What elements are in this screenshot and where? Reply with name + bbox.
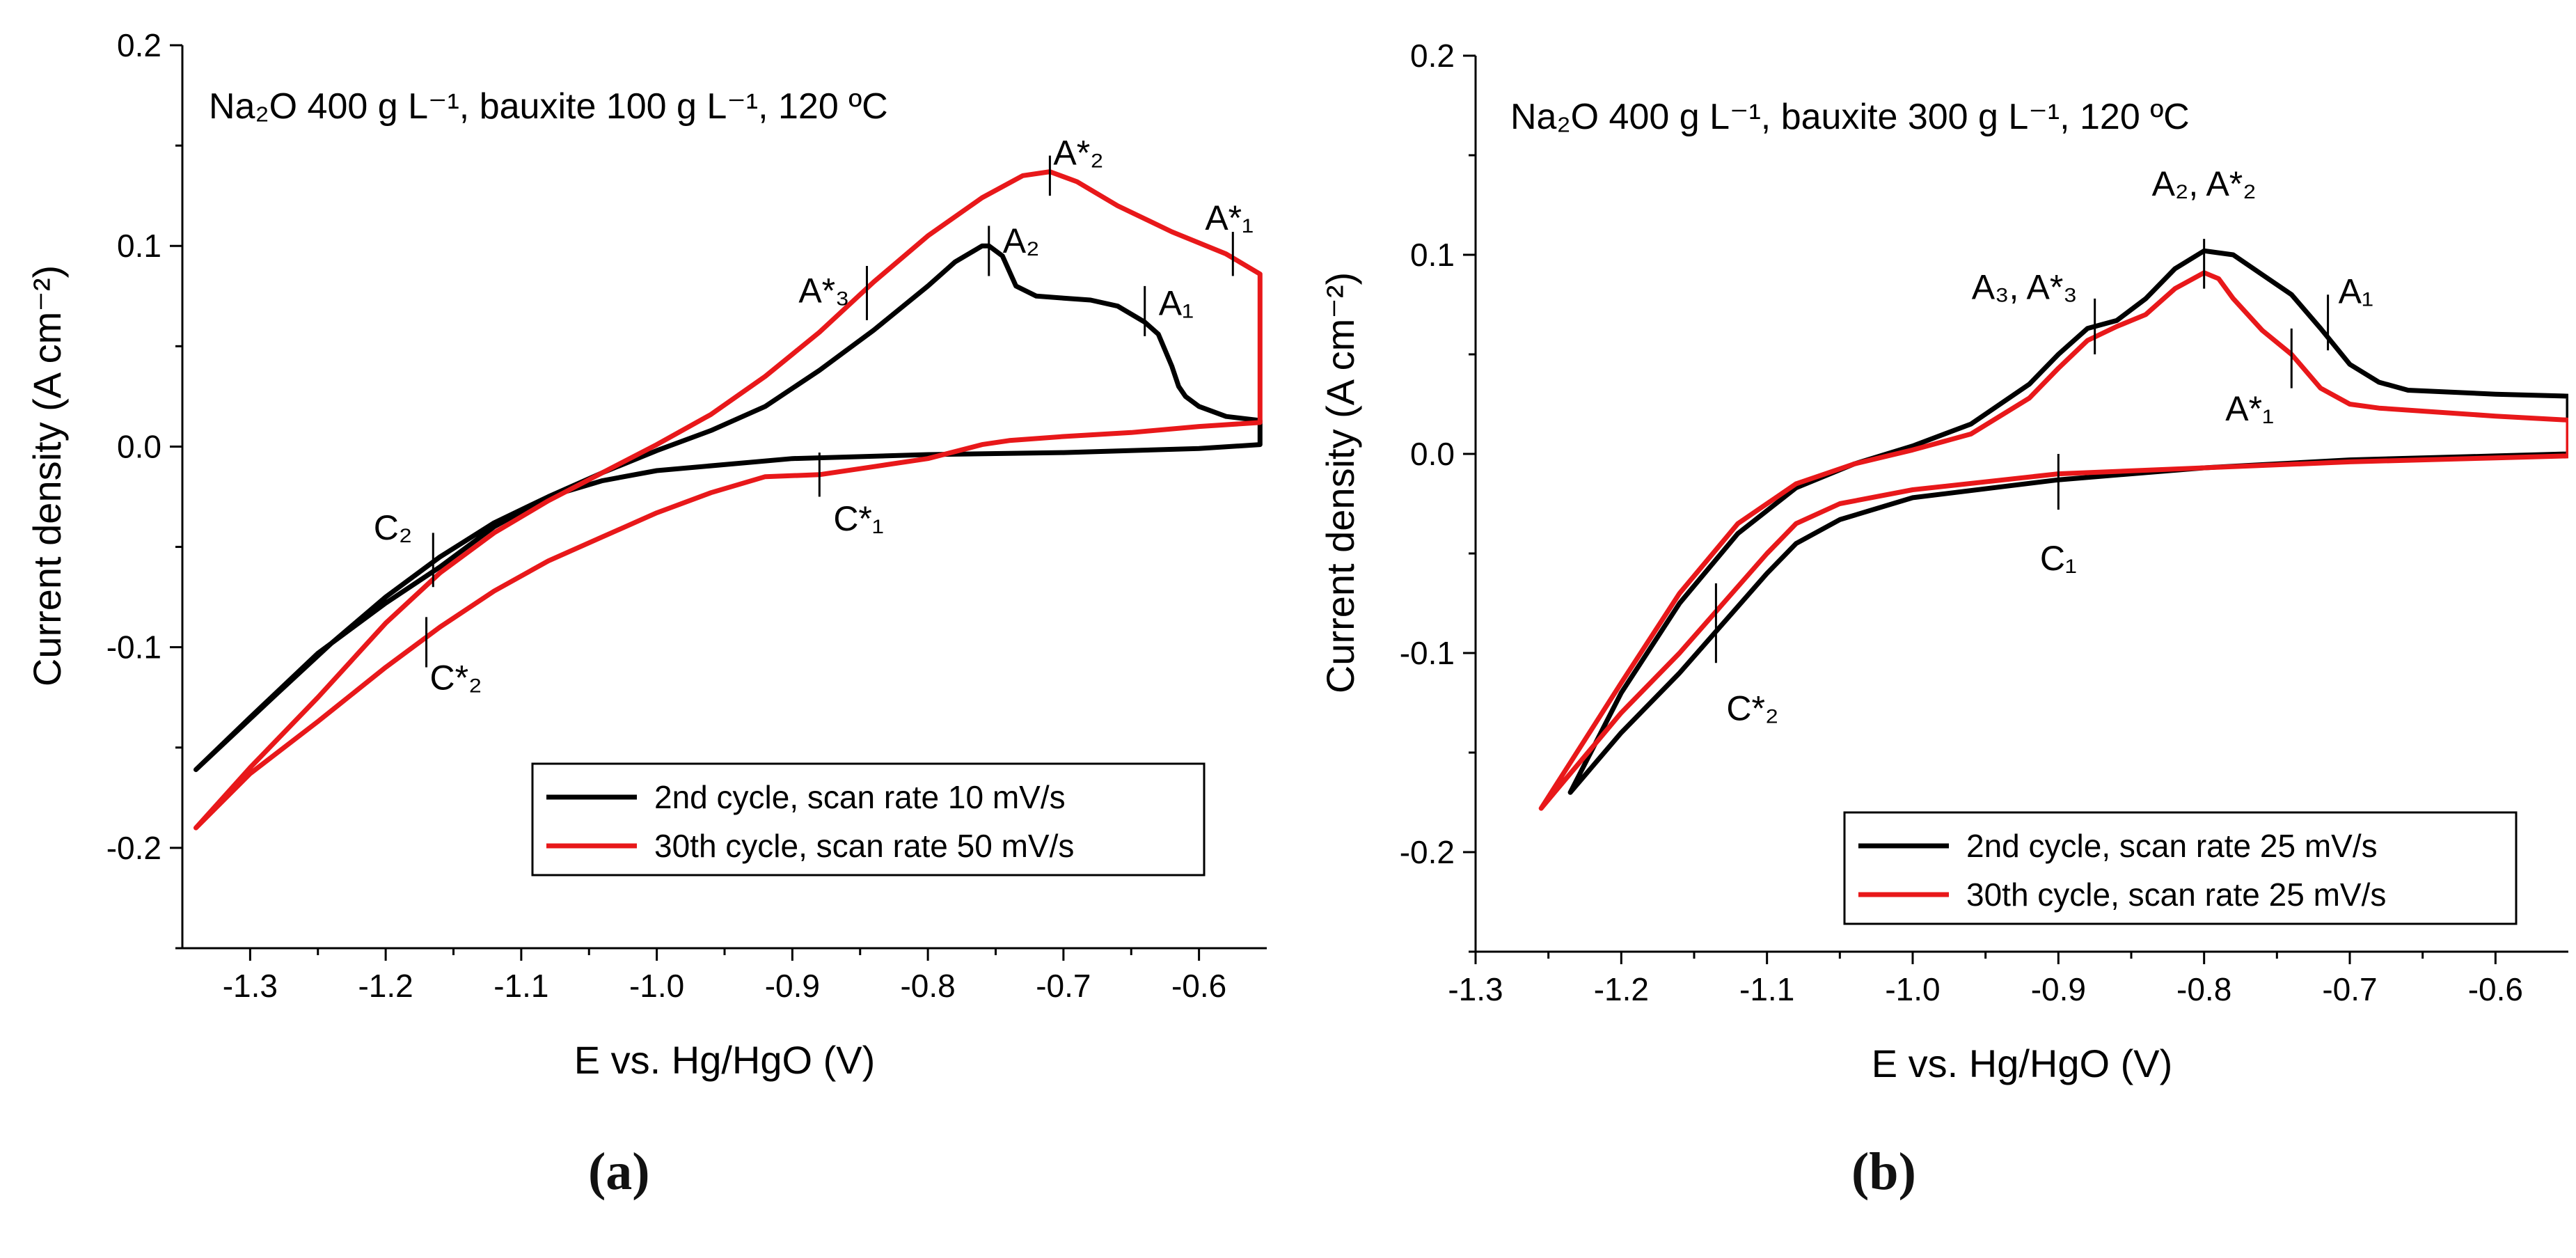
peak-label-a-4: A₁ — [1159, 284, 1194, 323]
y-tick-label-a: -0.2 — [106, 830, 161, 866]
series-line-a-2 — [193, 169, 1263, 831]
legend-label-b-1: 2nd cycle, scan rate 25 mV/s — [1966, 828, 2378, 864]
peak-label-a-8: C*₂ — [430, 658, 482, 697]
chart-title-a: Na₂O 400 g L⁻¹, bauxite 100 g L⁻¹, 120 º… — [209, 86, 888, 127]
x-tick-label-b: -0.6 — [2468, 971, 2523, 1007]
peak-label-b-3: A₁ — [2339, 272, 2373, 310]
legend-box-b — [1843, 811, 2518, 925]
x-tick-label-a: -0.9 — [765, 968, 820, 1004]
y-tick-label-a: 0.0 — [117, 428, 161, 464]
y-tick-label-b: 0.0 — [1410, 436, 1455, 472]
chart-panel-a: -1.3 -1.2 -1.1 -1.0 -0.9 -0.8 -0.7 -0.6 -0.2 -0.1… — [25, 27, 1267, 1082]
chart-title-b: Na₂O 400 g L⁻¹, bauxite 300 g L⁻¹, 120 º… — [1510, 97, 2190, 137]
peak-label-a-2: A*₃ — [798, 271, 849, 310]
peak-label-a-1: A*₂ — [1053, 134, 1103, 173]
y-tick-label-b: 0.1 — [1410, 237, 1455, 273]
peak-label-a-5: A*₁ — [1205, 198, 1254, 237]
x-tick-label-a: -1.0 — [629, 968, 684, 1004]
x-tick-label-a: -1.1 — [493, 968, 548, 1004]
y-tick-label-a: -0.1 — [106, 629, 161, 666]
y-tick-label-b: -0.1 — [1400, 635, 1455, 671]
peak-label-b-6: C*₂ — [1726, 689, 1778, 728]
x-tick-label-b: -1.3 — [1448, 971, 1503, 1007]
x-tick-label-b: -1.1 — [1739, 971, 1794, 1007]
series-line-b-1 — [1567, 248, 2568, 795]
y-tick-label-a: 0.2 — [117, 27, 161, 63]
panel-caption-b: (b) — [1851, 1142, 1916, 1201]
peak-label-a-7: C₂ — [374, 508, 413, 547]
y-tick-label-a: 0.1 — [117, 228, 161, 264]
legend-label-a-2: 30th cycle, scan rate 50 mV/s — [654, 828, 1074, 864]
x-tick-label-b: -1.2 — [1594, 971, 1649, 1007]
x-axis-label-a: E vs. Hg/HgO (V) — [574, 1038, 876, 1082]
x-tick-label-a: -0.8 — [900, 968, 955, 1004]
x-tick-label-b: -0.7 — [2322, 971, 2377, 1007]
x-tick-label-a: -0.7 — [1036, 968, 1091, 1004]
peak-label-b-4: A*₁ — [2225, 389, 2274, 428]
x-tick-label-b: -0.8 — [2176, 971, 2231, 1007]
x-tick-label-b: -1.0 — [1885, 971, 1940, 1007]
x-axis-label-b: E vs. Hg/HgO (V) — [1872, 1041, 2173, 1085]
x-tick-label-a: -1.2 — [358, 968, 413, 1004]
peak-label-a-6: C*₁ — [833, 499, 883, 538]
y-axis-label-a: Current density (A cm⁻²) — [25, 265, 69, 686]
peak-label-a-3: A₂ — [1003, 221, 1040, 260]
chart-panel-b: -1.3 -1.2 -1.1 -1.0 -0.9 -0.8 -0.7 -0.6 -0.2 -0.1… — [1318, 38, 2568, 1085]
legend-box-a — [531, 762, 1206, 876]
x-tick-label-a: -0.6 — [1171, 968, 1226, 1004]
peak-label-b-2: A₃, A*₃ — [1972, 268, 2078, 307]
legend-label-a-1: 2nd cycle, scan rate 10 mV/s — [654, 779, 1066, 815]
y-axis-label-b: Current density (A cm⁻²) — [1318, 272, 1362, 693]
peak-label-b-1: A₂, A*₂ — [2152, 164, 2257, 203]
y-tick-label-b: 0.2 — [1410, 38, 1455, 74]
y-tick-label-b: -0.2 — [1400, 834, 1455, 870]
peak-label-b-5: C₁ — [2040, 539, 2077, 578]
x-tick-label-a: -1.3 — [223, 968, 278, 1004]
x-tick-label-b: -0.9 — [2031, 971, 2086, 1007]
panel-caption-a: (a) — [588, 1142, 650, 1201]
legend-label-b-2: 30th cycle, scan rate 25 mV/s — [1966, 876, 2386, 913]
